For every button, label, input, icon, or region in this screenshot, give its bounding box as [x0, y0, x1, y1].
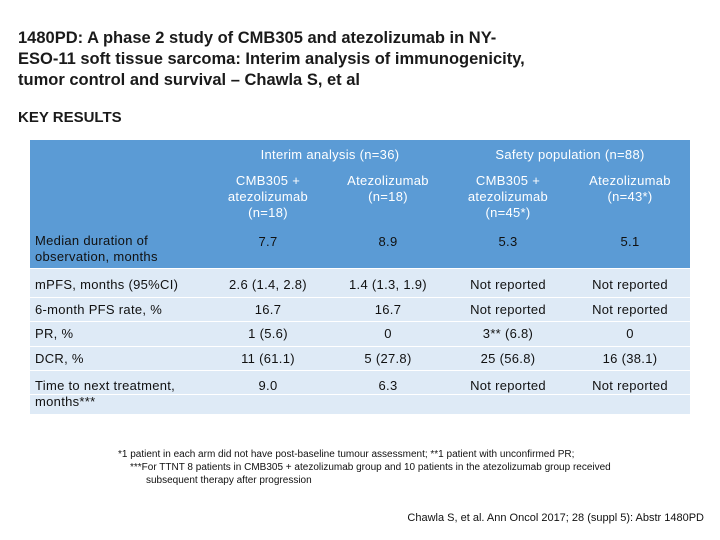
footnote-line: ***For TTNT 8 patients in CMB305 + atezo…	[130, 462, 611, 473]
group-header-interim: Interim analysis (n=36)	[260, 147, 400, 162]
row-label: PR, %	[35, 326, 74, 341]
table-cell: 0	[626, 326, 634, 341]
row-label: mPFS, months (95%CI)	[35, 277, 179, 292]
table-cell: 3** (6.8)	[482, 326, 534, 341]
footnotes: *1 patient in each arm did not have post…	[118, 448, 678, 487]
footnote-line: subsequent therapy after progression	[146, 475, 312, 486]
column-header: Atezolizumab (n=43*)	[589, 173, 671, 204]
table-cell: Not reported	[592, 277, 668, 292]
column-header: CMB305 + atezolizumab (n=45*)	[467, 173, 549, 220]
row-divider	[30, 321, 690, 322]
poster-title: 1480PD: A phase 2 study of CMB305 and at…	[18, 28, 658, 91]
column-header: CMB305 + atezolizumab (n=18)	[227, 173, 309, 220]
row-label: 6-month PFS rate, %	[35, 302, 163, 317]
citation: Chawla S, et al. Ann Oncol 2017; 28 (sup…	[407, 512, 704, 524]
table-cell: 5.3	[498, 234, 518, 249]
row-divider	[30, 297, 690, 298]
table-cell: 0	[384, 326, 392, 341]
table-cell: Not reported	[470, 378, 546, 393]
table-cell: 6.3	[378, 378, 398, 393]
table-cell: 1 (5.6)	[248, 326, 288, 341]
table-cell: 11 (61.1)	[241, 351, 295, 366]
row-divider	[30, 268, 690, 269]
table-cell: Not reported	[470, 277, 546, 292]
title-line-3: tumor control and survival – Chawla S, e…	[18, 71, 361, 89]
table-cell: 16 (38.1)	[602, 351, 658, 366]
row-label: Time to next treatment, months***	[35, 378, 176, 409]
table-cell: 5.1	[620, 234, 640, 249]
table-body-background	[30, 268, 690, 414]
table-cell: Not reported	[470, 302, 546, 317]
table-cell: 16.7	[374, 302, 402, 317]
title-line-2: ESO-11 soft tissue sarcoma: Interim anal…	[18, 50, 525, 68]
table-cell: 9.0	[258, 378, 278, 393]
table-cell: 1.4 (1.3, 1.9)	[349, 277, 427, 292]
table-cell: 16.7	[254, 302, 282, 317]
row-divider	[30, 346, 690, 347]
table-cell: Not reported	[592, 378, 668, 393]
table-cell: 8.9	[378, 234, 398, 249]
table-cell: Not reported	[592, 302, 668, 317]
table-cell: 5 (27.8)	[364, 351, 412, 366]
table-header-background	[30, 140, 690, 268]
section-heading: KEY RESULTS	[18, 109, 122, 126]
title-line-1: 1480PD: A phase 2 study of CMB305 and at…	[18, 29, 497, 47]
row-label: DCR, %	[35, 351, 84, 366]
row-divider	[30, 394, 690, 395]
row-divider	[30, 370, 690, 371]
table-cell: 7.7	[258, 234, 278, 249]
row-label: Median duration of observation, months	[35, 233, 158, 264]
column-header: Atezolizumab (n=18)	[347, 173, 429, 204]
footnote-line: *1 patient in each arm did not have post…	[118, 449, 575, 460]
table-cell: 2.6 (1.4, 2.8)	[229, 277, 307, 292]
group-header-safety: Safety population (n=88)	[495, 147, 645, 162]
results-table: Interim analysis (n=36) Safety populatio…	[30, 140, 690, 414]
table-cell: 25 (56.8)	[480, 351, 536, 366]
